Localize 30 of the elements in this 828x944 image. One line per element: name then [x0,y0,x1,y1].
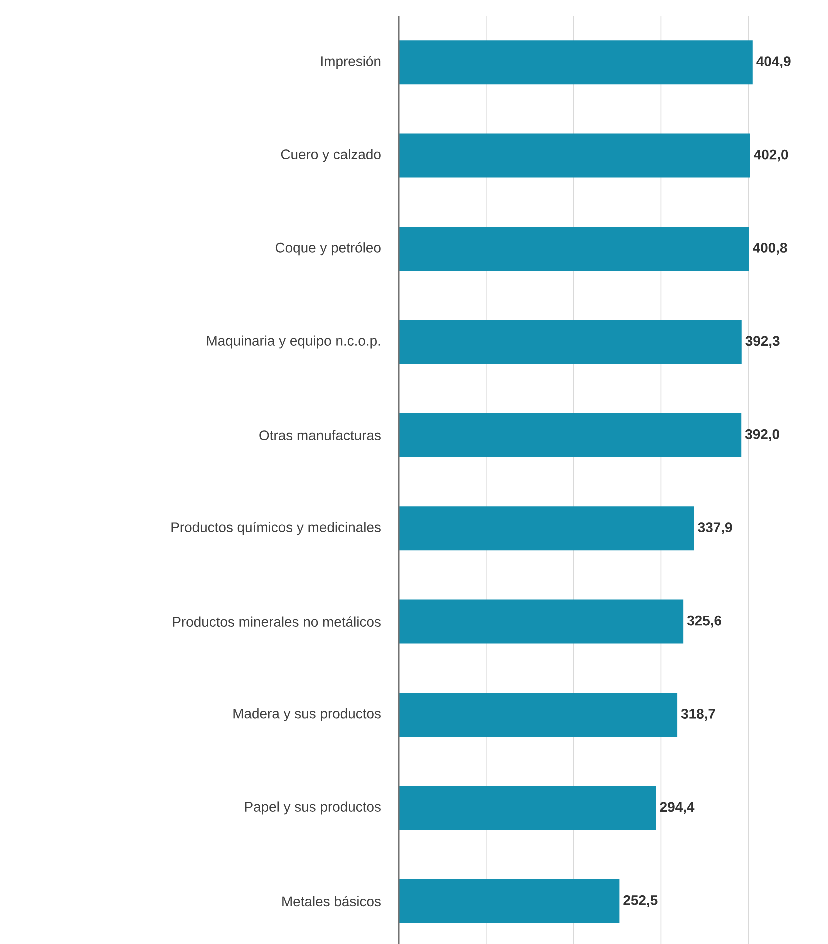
data-label: 318,7 [681,709,716,721]
y-tick-label: Madera y sus productos [234,708,381,722]
data-label: 294,4 [660,802,695,814]
bar [399,600,684,644]
data-label: 404,9 [756,56,791,69]
bar [399,693,678,738]
y-tick-label: Cuero y calzado [281,149,381,162]
data-label: 252,5 [624,895,658,908]
data-label: 400,8 [753,243,788,255]
y-tick-label: Metales básicos [282,896,381,907]
bar [399,320,742,364]
y-tick-label: Impresión [322,56,381,70]
bar [399,227,750,271]
bar [399,786,656,830]
bar [399,40,753,85]
bar [399,413,742,458]
y-tick-label: Productos químicos y medicinales [172,522,381,536]
data-label: 402,0 [754,150,788,162]
y-tick-label: Otras manufacturas [260,430,381,441]
bar [399,506,694,551]
bar [399,879,620,924]
y-tick-label: Papel y sus productos [245,802,381,815]
data-label: 392,3 [746,336,780,348]
y-tick-label: Productos minerales no metálicos [173,616,381,628]
y-tick-label: Maquinaria y equipo n.c.o.p. [207,336,380,349]
data-label: 337,9 [698,522,732,535]
bar [399,134,750,178]
data-label: 325,6 [687,616,722,628]
y-tick-label: Coque y petróleo [276,242,381,256]
data-label: 392,0 [745,429,780,442]
